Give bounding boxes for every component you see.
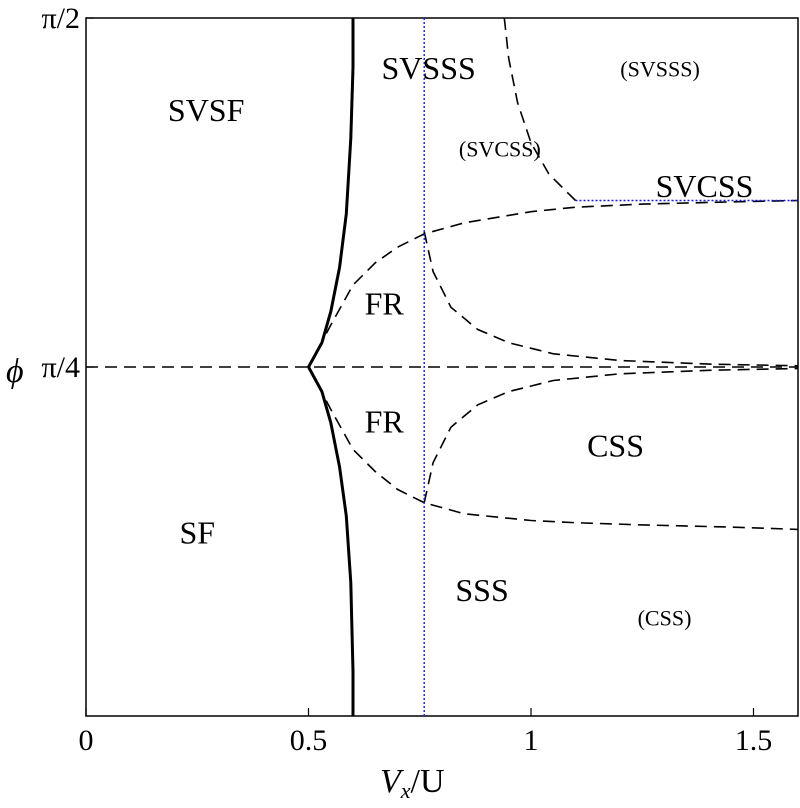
boundary-curve-dashed-4 — [423, 231, 799, 367]
boundary-curve-dashed-2 — [307, 199, 799, 368]
boundary-curve-dashed-3 — [307, 366, 799, 531]
region-label-svsf: SVSF — [168, 92, 245, 128]
x-axis-label-rest: /U — [411, 763, 445, 800]
region-label-svsss: (SVSSS) — [620, 57, 699, 82]
x-tick-label: 0.5 — [290, 724, 328, 757]
x-axis-label: Vx/U — [380, 763, 445, 803]
boundary-curve-dashed-6 — [503, 17, 577, 202]
y-axis-label: ϕ — [6, 353, 24, 390]
region-label-css: CSS — [587, 428, 644, 464]
region-label-svsss: SVSSS — [382, 50, 476, 86]
region-label-fr: FR — [365, 286, 405, 322]
region-label-fr: FR — [365, 403, 405, 439]
region-label-sf: SF — [179, 514, 215, 550]
x-tick-label: 1 — [524, 724, 539, 757]
axis-ticks: 0 0.5 1 1.5 π/4 π/2 — [42, 2, 773, 757]
x-tick-label: 0 — [79, 724, 94, 757]
x-tick-label: 1.5 — [735, 724, 773, 757]
region-label-css: (CSS) — [638, 606, 692, 631]
y-tick-label: π/2 — [42, 2, 80, 35]
region-labels: SVSF SVSSS (SVSSS) (SVCSS) SVCSS FR FR CSS SF SSS… — [168, 50, 754, 630]
y-tick-label: π/4 — [42, 351, 80, 384]
region-label-svcss: SVCSS — [656, 168, 754, 204]
region-label-svcss: (SVCSS) — [459, 137, 541, 162]
region-label-sss: SSS — [455, 572, 508, 608]
x-axis-label-subscript: x — [400, 778, 411, 803]
phase-boundary-curves — [86, 17, 799, 716]
